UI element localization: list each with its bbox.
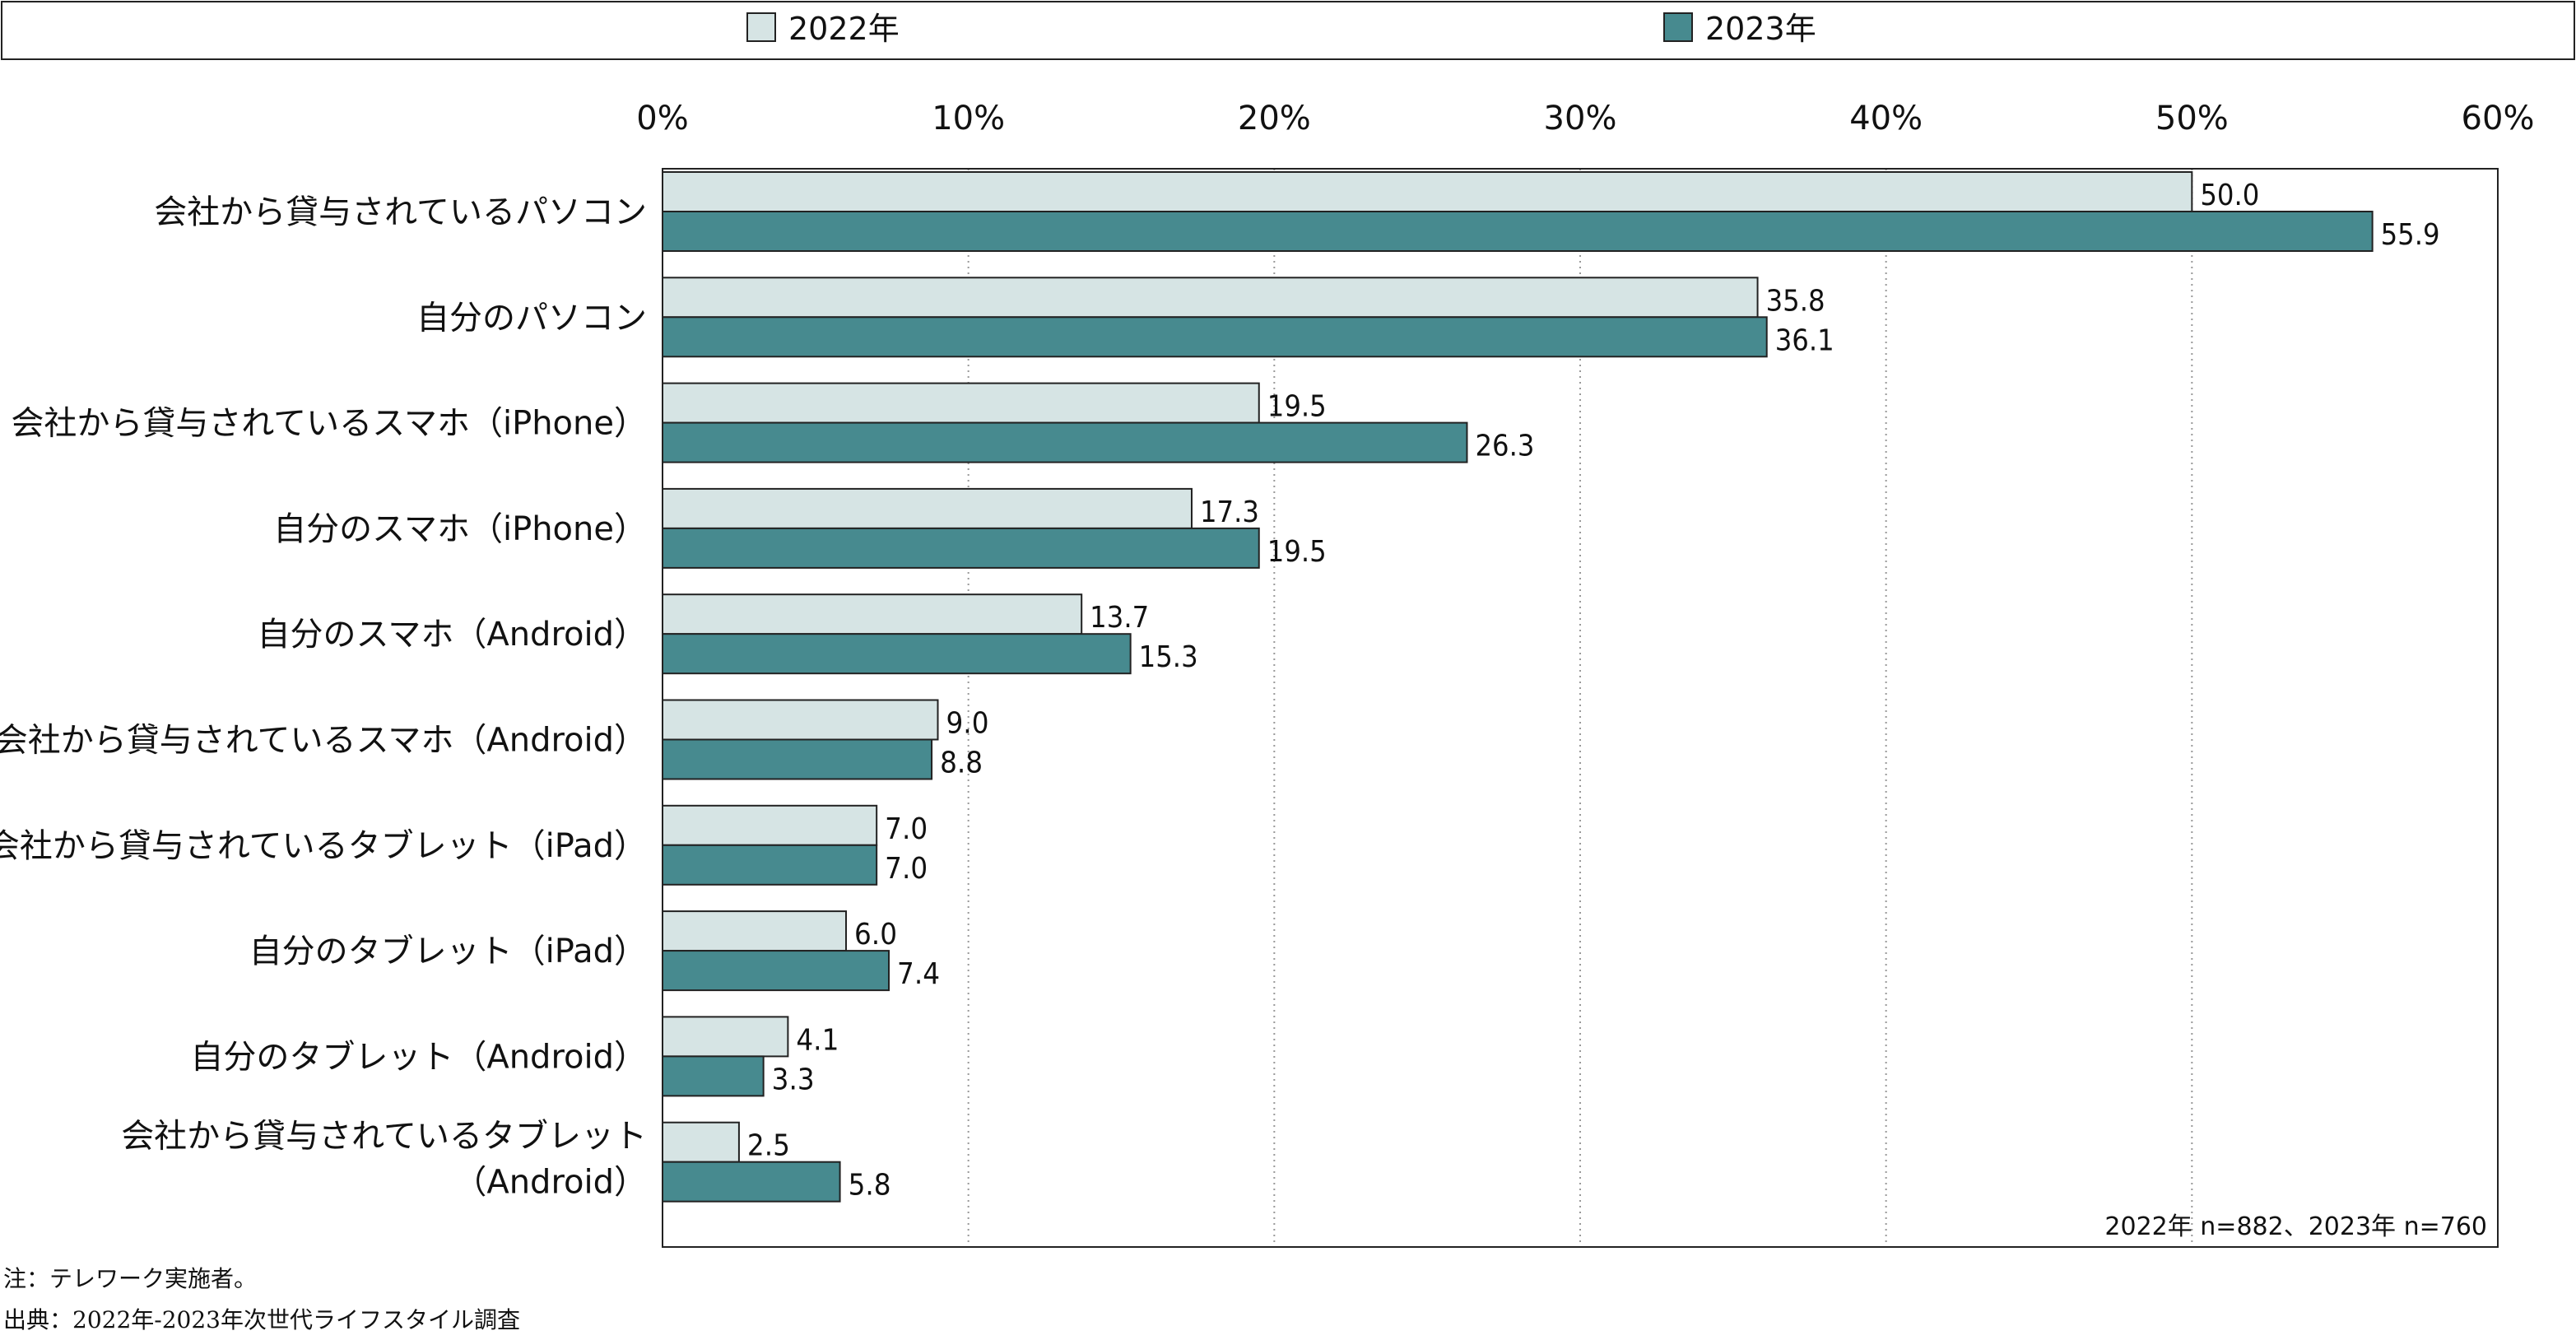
- data-label: 5.8: [849, 1169, 891, 1203]
- x-tick-label: 30%: [1544, 100, 1617, 137]
- footnote-note: 注：テレワーク実施者。: [3, 1265, 258, 1292]
- data-label: 7.0: [885, 812, 928, 846]
- data-label: 7.4: [897, 957, 940, 991]
- data-label: 7.0: [885, 852, 928, 886]
- legend: 2022年 2023年: [1, 1, 2575, 60]
- data-label: 13.7: [1090, 601, 1149, 635]
- category-label: 会社から貸与されているパソコン: [154, 193, 647, 231]
- bar-2023: [662, 633, 1132, 675]
- data-label: 35.8: [1766, 284, 1825, 318]
- category-label: 自分のパソコン: [416, 299, 647, 337]
- bar-2022: [662, 804, 878, 846]
- legend-label-1: 2022年: [788, 11, 900, 47]
- data-label: 55.9: [2381, 218, 2440, 252]
- footnote-source: 出典：2022年-2023年次世代ライフスタイル調査: [3, 1306, 520, 1333]
- data-label: 15.3: [1139, 640, 1198, 674]
- data-label: 17.3: [1200, 496, 1259, 529]
- data-label: 19.5: [1267, 535, 1327, 569]
- data-label: 19.5: [1267, 390, 1327, 424]
- bar-2023: [662, 527, 1260, 569]
- bar-2022: [662, 1121, 740, 1163]
- x-tick-label: 10%: [932, 100, 1005, 137]
- bar-2023: [662, 316, 1768, 358]
- bar-2023: [662, 421, 1468, 463]
- data-label: 8.8: [940, 747, 983, 780]
- bar-2022: [662, 910, 847, 952]
- category-label: 自分のスマホ（Android）: [258, 616, 647, 654]
- bar-2022: [662, 382, 1260, 424]
- bar-2022: [662, 171, 2193, 212]
- legend-box: [1, 1, 2575, 60]
- bar-2022: [662, 487, 1193, 529]
- data-label: 3.3: [772, 1063, 815, 1096]
- category-label: 会社から貸与されているスマホ（Android）: [0, 722, 647, 760]
- x-tick-label: 20%: [1238, 100, 1311, 137]
- bar-2022: [662, 699, 939, 741]
- category-label: （Android）: [453, 1164, 647, 1202]
- category-label: 自分のタブレット（Android）: [190, 1038, 647, 1076]
- category-label: 自分のスマホ（iPhone）: [273, 510, 647, 548]
- data-label: 2.5: [747, 1129, 790, 1163]
- bar-2022: [662, 593, 1083, 635]
- legend-swatch-2: [1663, 12, 1693, 42]
- bar-2023: [662, 1055, 765, 1097]
- data-label: 4.1: [796, 1023, 839, 1057]
- x-tick-label: 0%: [636, 100, 688, 137]
- category-label: 会社から貸与されているタブレット: [121, 1118, 647, 1156]
- data-label: 50.0: [2200, 179, 2259, 212]
- x-tick-label: 50%: [2155, 100, 2229, 137]
- bar-2023: [662, 844, 878, 886]
- category-label: 会社から貸与されているタブレット（iPad）: [0, 827, 647, 865]
- x-tick-label: 60%: [2462, 100, 2535, 137]
- legend-label-2: 2023年: [1705, 11, 1816, 47]
- bar-2023: [662, 211, 2374, 252]
- bar-2022: [662, 277, 1759, 319]
- bar-2023: [662, 1161, 841, 1203]
- legend-swatch-1: [746, 12, 776, 42]
- data-label: 26.3: [1475, 430, 1534, 463]
- bar-2023: [662, 738, 933, 780]
- data-label: 9.0: [946, 707, 989, 741]
- plot-area: 0% 10% 20% 30% 40% 50% 60% 50.0 55.9 会社から貸与されているパ…: [0, 100, 2535, 1248]
- sample-size-note: 2022年 n=882、2023年 n=760: [2104, 1212, 2487, 1241]
- category-label: 自分のタブレット（iPad）: [249, 933, 647, 970]
- x-tick-label: 40%: [1849, 100, 1923, 137]
- data-label: 36.1: [1775, 323, 1834, 357]
- bar-2022: [662, 1016, 789, 1058]
- data-label: 6.0: [854, 918, 897, 951]
- category-label: 会社から貸与されているスマホ（iPhone）: [11, 405, 647, 443]
- bar-2023: [662, 950, 890, 992]
